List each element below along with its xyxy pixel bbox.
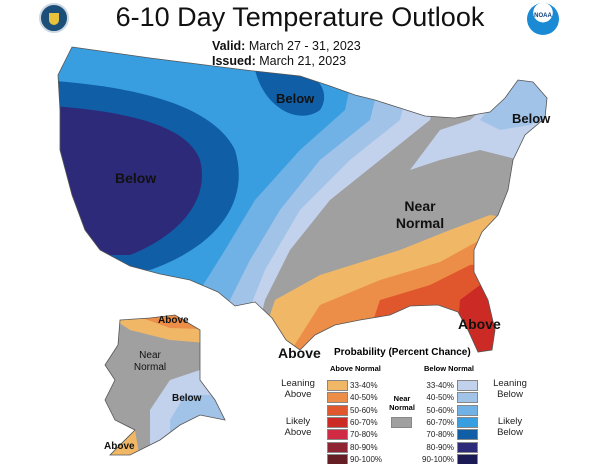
legend-below-range: 40-50% — [426, 393, 454, 403]
noaa-logo: NOAA — [527, 3, 559, 35]
label-west-below: Below — [115, 170, 157, 186]
valid-dates: March 27 - 31, 2023 — [248, 39, 361, 53]
legend-below-swatch — [457, 441, 478, 453]
legend-below-swatch — [457, 416, 478, 428]
page-title: 6-10 Day Temperature Outlook — [115, 2, 485, 32]
legend-below-range: 90-100% — [422, 454, 455, 464]
below-70-north-area — [255, 70, 325, 116]
label-ak-sw-above: Above — [104, 441, 135, 452]
legend-above-swatch — [327, 416, 348, 428]
us-outline — [57, 46, 548, 353]
label-se-above: Above — [458, 316, 501, 332]
issued-line: Issued: March 21, 2023 — [212, 54, 346, 68]
legend-likely-below: Likely Below — [497, 416, 523, 438]
label-gulf-above: Above — [278, 345, 321, 361]
legend-below-swatch — [457, 392, 478, 404]
legend-above-range: 33-40% — [350, 381, 378, 390]
issued-date: March 21, 2023 — [259, 54, 347, 68]
legend: Probability (Percent Chance) Above Norma… — [250, 344, 600, 464]
label-ak-near-normal: Near Normal — [133, 350, 167, 373]
label-north-below: Below — [276, 91, 315, 106]
label-ak-below: Below — [172, 393, 202, 404]
contiguous-us — [58, 47, 547, 352]
legend-near-label: Near Normal — [389, 394, 415, 412]
legend-likely-above: Likely Above — [284, 416, 312, 438]
label-near-normal: Near Normal — [395, 198, 445, 231]
legend-below-range: 70-80% — [426, 430, 454, 440]
legend-below-range: 33-40% — [426, 381, 454, 390]
legend-above-swatch — [327, 392, 348, 404]
valid-label: Valid: — [212, 39, 246, 53]
legend-below-swatch — [457, 453, 478, 464]
legend-above-range: 40-50% — [350, 393, 378, 403]
valid-line: Valid: March 27 - 31, 2023 — [212, 39, 361, 53]
legend-below-swatch — [457, 404, 478, 416]
legend-below-header: Below Normal — [424, 364, 475, 373]
legend-below-range: 50-60% — [426, 405, 454, 415]
legend-near-swatch — [391, 417, 412, 428]
legend-above-header: Above Normal — [330, 364, 381, 373]
legend-above-swatch — [327, 453, 348, 464]
legend-above-swatch — [327, 441, 348, 453]
legend-above-range: 50-60% — [350, 405, 378, 415]
legend-below-swatch — [457, 380, 478, 391]
legend-leaning-above: Leaning Above — [281, 378, 315, 400]
label-ak-above: Above — [158, 315, 189, 326]
legend-above-range: 90-100% — [350, 454, 383, 464]
legend-above-range: 80-90% — [350, 442, 378, 452]
legend-below-range: 60-70% — [426, 417, 454, 427]
doc-seal-logo — [39, 3, 69, 33]
legend-above-swatch — [327, 429, 348, 441]
legend-below-range: 80-90% — [426, 442, 454, 452]
legend-above-swatch — [327, 380, 348, 391]
issued-label: Issued: — [212, 54, 256, 68]
alaska — [105, 315, 225, 455]
legend-above-swatch — [327, 404, 348, 416]
legend-below-swatch — [457, 429, 478, 441]
legend-above-range: 60-70% — [350, 417, 378, 427]
alaska-outline — [104, 314, 226, 456]
legend-leaning-below: Leaning Below — [493, 378, 527, 400]
label-ne-below: Below — [512, 111, 551, 126]
legend-above-range: 70-80% — [350, 430, 378, 440]
legend-title: Probability (Percent Chance) — [334, 347, 471, 358]
noaa-logo-text: NOAA — [534, 13, 552, 19]
